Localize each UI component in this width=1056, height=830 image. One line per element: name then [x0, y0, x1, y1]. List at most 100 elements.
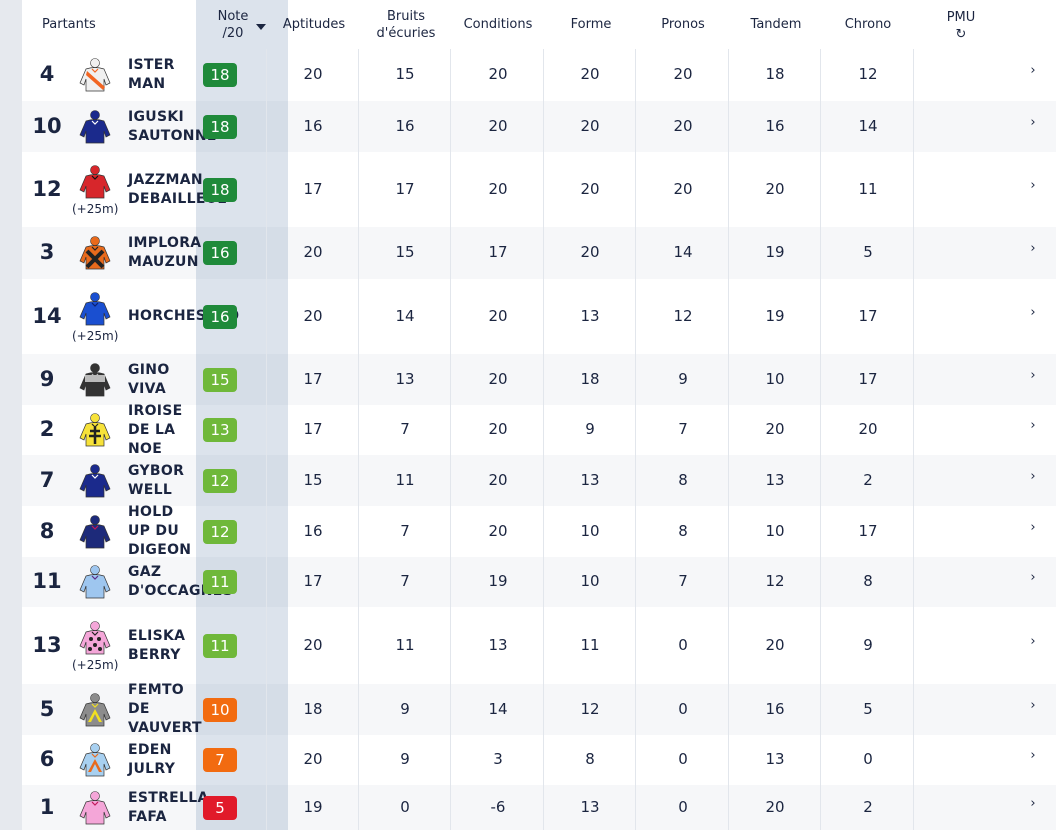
score-cell: 9	[585, 420, 595, 438]
runner-number: 8	[39, 518, 55, 543]
header-tandem[interactable]: Tandem	[730, 0, 822, 49]
note-badge: 18	[203, 114, 237, 139]
score-cell: 8	[678, 521, 688, 540]
horse-name-line: DEBAILLEUL	[128, 190, 227, 207]
score-cell: 20	[673, 179, 693, 198]
column-divider	[450, 49, 451, 101]
chevron-right-icon[interactable]: ›	[1030, 697, 1036, 713]
chevron-right-icon[interactable]: ›	[1030, 304, 1036, 320]
chevron-right-icon[interactable]: ›	[1030, 367, 1036, 383]
score-cell: 20	[765, 179, 785, 198]
score-cell: 7	[400, 521, 410, 540]
horse-name[interactable]: IROISE DE LA NOE	[128, 402, 228, 459]
score-cell: 20	[303, 750, 323, 768]
column-divider	[358, 455, 359, 506]
chevron-right-icon[interactable]: ›	[1030, 468, 1036, 484]
horse-name-line: DE LA	[128, 421, 176, 438]
table-row[interactable]: 9 GINO VIVA 15 17 13 20 18 9 10 17 ›	[22, 354, 1056, 405]
header-forme[interactable]: Forme	[545, 0, 637, 49]
score-cell: 11	[580, 635, 600, 654]
horse-name[interactable]: IMPLORA MAUZUN	[128, 234, 228, 272]
score-cell: 7	[400, 420, 410, 438]
header-conditions[interactable]: Conditions	[452, 0, 544, 49]
horse-name[interactable]: ESTRELLA FAFA	[128, 789, 228, 827]
header-bruits[interactable]: Bruits d'écuries	[360, 0, 452, 49]
horse-name-line: VIVA	[128, 380, 166, 397]
table-row[interactable]: 8 HOLD UP DU DIGEON 12 16 7 20 10 8 10 17 ›	[22, 503, 1056, 560]
column-divider	[266, 455, 267, 506]
header-note-sort[interactable]: Note /20	[196, 0, 288, 49]
column-divider	[728, 354, 729, 405]
horse-name[interactable]: ISTER MAN	[128, 56, 228, 94]
table-row[interactable]: 6 EDEN JULRY 7 20 9 3 8 0 13 0 ›	[22, 735, 1056, 785]
horse-name-line: ESTRELLA	[128, 789, 209, 806]
table-row[interactable]: 13 (+25m) ELISKA BERRY 11 20 11 13 11 0 20 9 ›	[22, 607, 1056, 684]
horse-name[interactable]: GYBOR WELL	[128, 462, 228, 500]
note-badge: 16	[203, 304, 237, 329]
horse-name[interactable]: IGUSKI SAUTONNE	[128, 108, 228, 146]
chevron-right-icon[interactable]: ›	[1030, 114, 1036, 130]
column-divider	[358, 101, 359, 152]
header-pronos[interactable]: Pronos	[637, 0, 729, 49]
score-cell: 20	[488, 369, 508, 388]
table-row[interactable]: 2 IROISE DE LA NOE 13 17 7 20 9 7 20 20 ›	[22, 403, 1056, 457]
table-row[interactable]: 12 (+25m) JAZZMAN DEBAILLEUL 18 17 17 20 20 20 20…	[22, 152, 1056, 227]
score-cell: 18	[303, 699, 323, 718]
chevron-right-icon[interactable]: ›	[1030, 241, 1036, 256]
horse-name[interactable]: GINO VIVA	[128, 361, 228, 399]
column-divider	[450, 405, 451, 455]
score-cell: 13	[580, 306, 600, 325]
column-divider	[913, 785, 914, 830]
sort-descending-icon[interactable]	[256, 23, 267, 30]
chevron-right-icon[interactable]: ›	[1030, 177, 1036, 193]
chevron-right-icon[interactable]: ›	[1030, 795, 1036, 811]
horse-name-line: DIGEON	[128, 542, 192, 558]
jockey-silk-icon	[77, 291, 113, 327]
score-cell: 20	[580, 243, 600, 261]
score-cell: 20	[488, 65, 508, 83]
chevron-right-icon[interactable]: ›	[1030, 633, 1036, 649]
score-cell: 7	[678, 420, 688, 438]
header-partants[interactable]: Partants	[42, 0, 96, 49]
table-row[interactable]: 14 (+25m) HORCHESTRO 16 20 14 20 13 12 19 17 ›	[22, 279, 1056, 354]
score-cell: 9	[678, 369, 688, 388]
table-row[interactable]: 3 IMPLORA MAUZUN 16 20 15 17 20 14 19 5 ›	[22, 227, 1056, 279]
horse-name[interactable]: HOLD UP DU DIGEON	[128, 503, 228, 560]
header-chrono-label: Chrono	[844, 17, 892, 32]
table-row[interactable]: 5 FEMTO DE VAUVERT 10 18 9 14 12 0 16 5 ›	[22, 681, 1056, 738]
runner-number: 7	[39, 467, 55, 492]
note-badge: 18	[203, 177, 237, 202]
table-row[interactable]: 1 ESTRELLA FAFA 5 19 0 -6 13 0 20 2 ›	[22, 785, 1056, 830]
score-cell: 9	[400, 750, 410, 768]
chevron-right-icon[interactable]: ›	[1030, 519, 1036, 535]
header-aptitudes[interactable]: Aptitudes	[268, 0, 360, 49]
jockey-silk-icon	[77, 164, 113, 200]
chevron-right-icon[interactable]: ›	[1030, 570, 1036, 585]
horse-name-line: FEMTO	[128, 682, 185, 698]
chevron-right-icon[interactable]: ›	[1030, 748, 1036, 763]
column-divider	[358, 684, 359, 735]
horse-name[interactable]: FEMTO DE VAUVERT	[128, 681, 228, 738]
chevron-right-icon[interactable]: ›	[1030, 63, 1036, 78]
score-cell: 20	[488, 116, 508, 135]
chevron-right-icon[interactable]: ›	[1030, 418, 1036, 433]
table-row[interactable]: 7 GYBOR WELL 12 15 11 20 13 8 13 2 ›	[22, 455, 1056, 506]
refresh-icon[interactable]: ↻	[955, 26, 967, 42]
score-cell: 20	[673, 116, 693, 135]
table-row[interactable]: 4 ISTER MAN 18 20 15 20 20 20 18 12 ›	[22, 49, 1056, 101]
header-pmu[interactable]: PMU ↻	[915, 0, 1007, 49]
score-cell: 11	[395, 470, 415, 489]
runner-number: 14	[32, 303, 62, 328]
horse-name[interactable]: JAZZMAN DEBAILLEUL	[128, 171, 228, 209]
score-cell: 20	[303, 635, 323, 654]
horse-name[interactable]: ELISKA BERRY	[128, 627, 228, 665]
table-row[interactable]: 11 GAZ D'OCCAGNES 11 17 7 19 10 7 12 8 ›	[22, 557, 1056, 607]
table-row[interactable]: 10 IGUSKI SAUTONNE 18 16 16 20 20 20 16 14 ›	[22, 101, 1056, 152]
horse-name[interactable]: EDEN JULRY	[128, 741, 228, 779]
score-cell: 0	[678, 699, 688, 718]
score-cell: 17	[303, 572, 323, 590]
score-cell: 11	[858, 179, 878, 198]
header-chrono[interactable]: Chrono	[822, 0, 914, 49]
note-badge: 7	[203, 748, 237, 772]
column-divider	[728, 557, 729, 607]
